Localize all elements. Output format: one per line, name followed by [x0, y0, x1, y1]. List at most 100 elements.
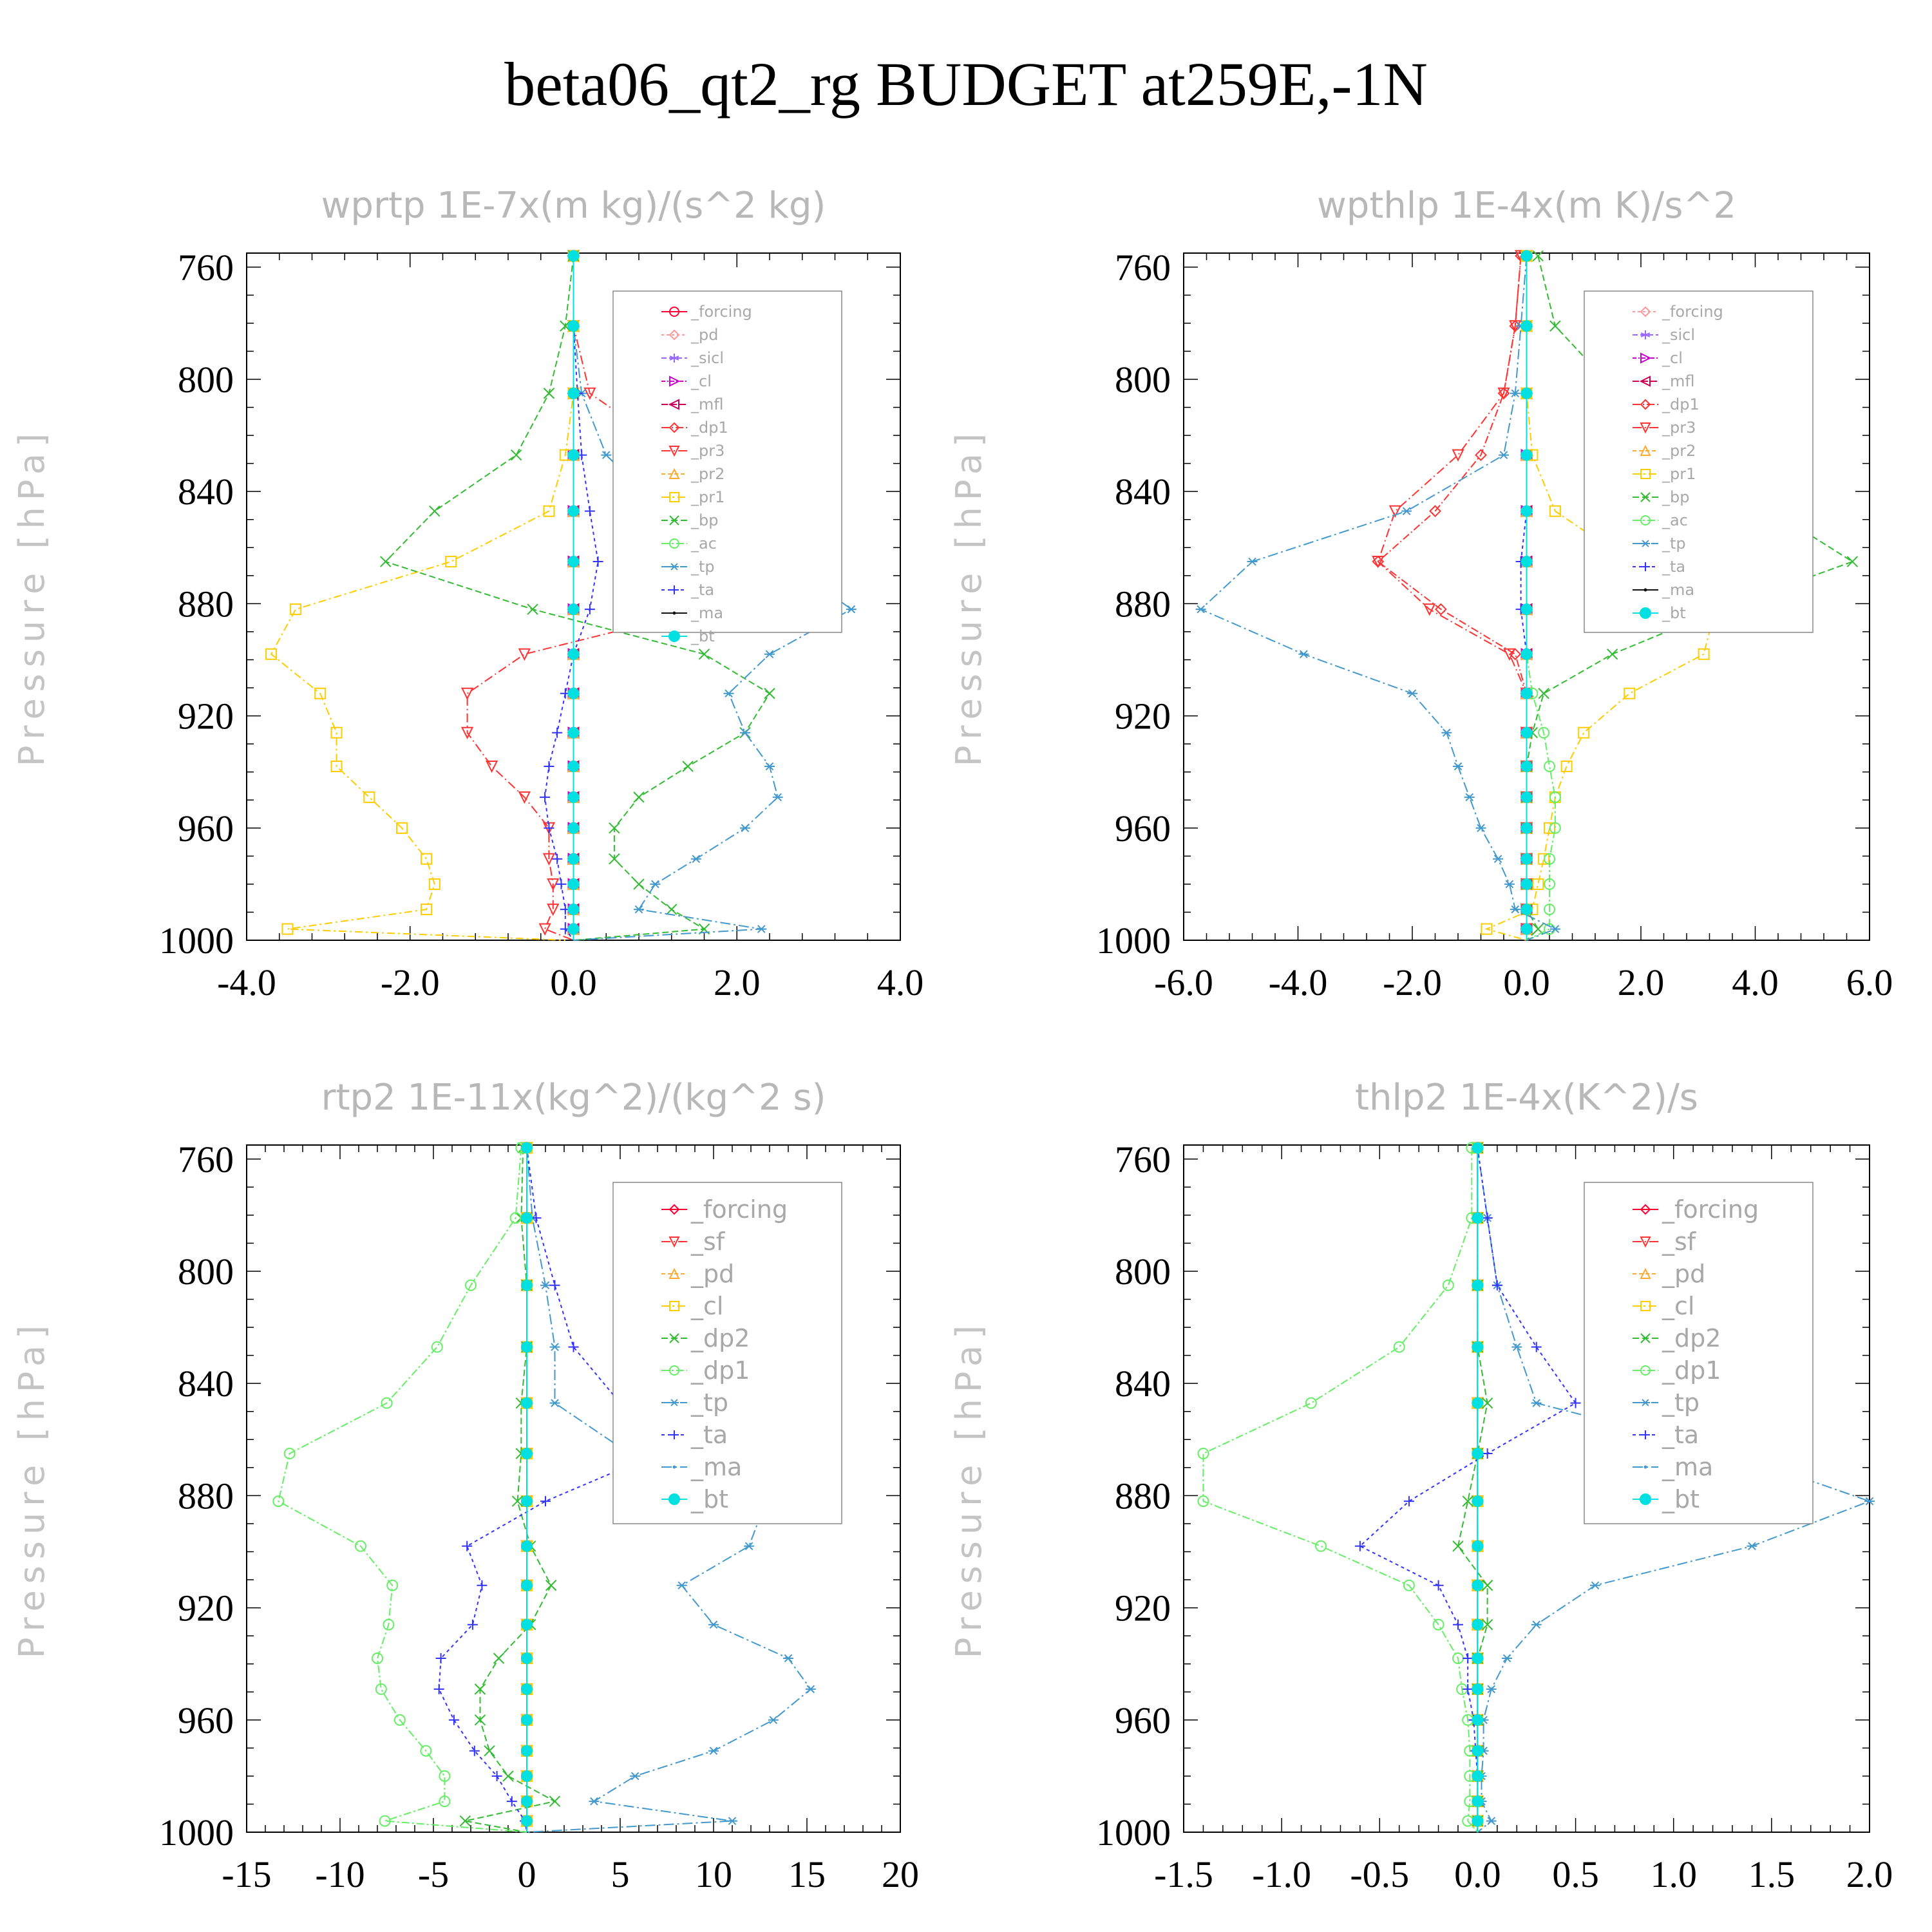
data-point_bt [1472, 1341, 1484, 1353]
data-point_dp1 [379, 1815, 391, 1827]
data-point_ta [506, 1796, 517, 1807]
data-point_tp [1401, 507, 1412, 515]
legend-marker [672, 1465, 676, 1469]
panel-title: wpthlp 1E-4x(m K)/s^2 [1317, 185, 1736, 227]
data-point_tp [589, 1797, 600, 1806]
data-point_tp [1510, 905, 1520, 914]
data-point_bt [521, 1795, 533, 1808]
data-point_bt [567, 556, 580, 568]
data-point_ta [1453, 1619, 1463, 1630]
legend: _forcing _pd _sicl _cl _mfl _dp1 _pr3 _pr2 _pr1 _… [612, 290, 842, 645]
data-point_dp1 [509, 1212, 522, 1224]
data-point_tp [1549, 925, 1560, 933]
data-point_bt [567, 505, 580, 517]
data-point_dp1 [439, 1770, 451, 1782]
data-point_dp2 [474, 1683, 486, 1695]
legend-label: _dp1 [1662, 1356, 1721, 1385]
data-point_bt [1520, 320, 1533, 332]
data-point_dp1 [420, 1745, 432, 1757]
data-point_bt [1520, 726, 1533, 739]
x-tick-label: 1.0 [1650, 1853, 1697, 1895]
legend-label: _dp1 [690, 419, 728, 437]
y-tick-label: 1000 [159, 920, 234, 961]
data-point_bt [567, 250, 580, 262]
data-point_bt [567, 904, 580, 916]
data-point_pr1 [421, 853, 433, 865]
x-tick-label: -4.0 [1269, 961, 1328, 1003]
data-point_bt [1472, 1279, 1484, 1291]
legend-label: _bt [690, 1485, 728, 1513]
data-point_tp [708, 1747, 719, 1756]
data-point_pr3 [1452, 449, 1464, 462]
legend-label: _sicl [690, 349, 724, 367]
data-point_dp1 [1403, 1579, 1415, 1591]
panel-title: thlp2 1E-4x(K^2)/s [1355, 1077, 1698, 1119]
series_dp1 [272, 1142, 527, 1833]
data-point_tp [1407, 689, 1417, 698]
legend-label: _dp2 [1662, 1324, 1721, 1352]
series-line_tp [573, 256, 853, 941]
series_bt [567, 250, 580, 940]
data-point_bt [521, 1652, 533, 1664]
legend-marker [1641, 1430, 1650, 1439]
data-point_bp [1606, 649, 1618, 660]
data-point_tp [1247, 557, 1258, 566]
y-tick-label: 840 [1115, 471, 1171, 513]
data-point_bt [567, 853, 580, 865]
data-point_tp [1510, 389, 1520, 398]
data-point_pr3 [1423, 603, 1436, 616]
legend-marker [1639, 375, 1651, 387]
legend-marker [1640, 1301, 1651, 1311]
plot-frame [1183, 1144, 1870, 1833]
legend-marker [1641, 540, 1650, 547]
legend-label: _ta [1662, 1421, 1699, 1449]
data-point_bt [567, 726, 580, 739]
legend-marker [670, 1430, 679, 1439]
data-point_dp1 [1305, 1397, 1317, 1409]
y-tick-label: 920 [1115, 696, 1171, 737]
data-point_pr3 [542, 853, 556, 866]
x-tick-label: -2.0 [381, 961, 440, 1003]
data-point_ta [433, 1683, 444, 1694]
data-point_pr1 [1481, 923, 1493, 935]
data-point_bt [1520, 853, 1533, 865]
data-point_bt [1472, 1683, 1484, 1695]
data-point_tp [1531, 1620, 1542, 1629]
data-point_tp [1464, 793, 1475, 802]
data-point_pr1 [1544, 822, 1555, 834]
y-tick-label: 800 [1115, 1251, 1171, 1293]
data-point_bt [1472, 1618, 1484, 1631]
data-point_pr1 [1560, 760, 1573, 772]
y-tick-label: 1000 [1096, 1812, 1171, 1853]
legend-marker [668, 1493, 680, 1505]
data-point_tp [549, 1399, 560, 1407]
data-point_pr1 [1578, 726, 1590, 739]
data-point_tp [630, 1772, 641, 1781]
data-point_bt [1520, 505, 1533, 517]
legend-marker [668, 1204, 680, 1215]
data-point_tp [1502, 1654, 1513, 1663]
series-line_tp [526, 1148, 812, 1833]
data-point_bt [1472, 1212, 1484, 1224]
x-tick-label: -5 [418, 1853, 449, 1895]
x-tick-label: -6.0 [1154, 961, 1213, 1003]
legend-label: _ac [1662, 511, 1688, 529]
data-point_ta [544, 761, 554, 772]
data-point_bt [1520, 878, 1533, 890]
data-point_bt [521, 1579, 533, 1591]
data-point_dp2 [545, 1580, 557, 1591]
data-point_dp1 [465, 1279, 477, 1291]
data-point_pr1 [1532, 878, 1544, 890]
legend-label: _pd [690, 326, 718, 344]
data-point_pr1 [1698, 648, 1710, 660]
data-point_tp [549, 1343, 560, 1351]
y-tick-label: 960 [178, 1700, 234, 1741]
data-point_pr1 [543, 505, 555, 517]
y-tick-label: 920 [178, 1587, 234, 1629]
data-point_ta [552, 853, 563, 864]
data-point_dp1 [1442, 1279, 1454, 1291]
data-point_dp1 [1197, 1448, 1209, 1460]
data-point_bt [1520, 791, 1533, 803]
data-point_tp [764, 650, 775, 659]
data-point_bt [1520, 250, 1533, 262]
